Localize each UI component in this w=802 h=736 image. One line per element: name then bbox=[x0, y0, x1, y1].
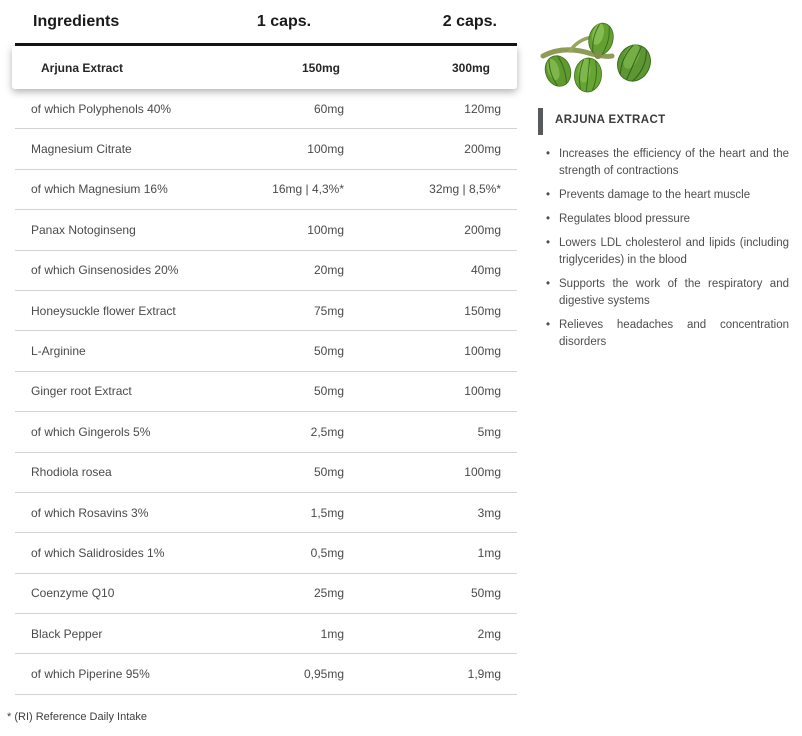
ingredient-name: Coenzyme Q10 bbox=[31, 586, 115, 601]
highlight-row-arjuna-extract: Arjuna Extract 150mg 300mg bbox=[12, 46, 517, 89]
table-row: of which Gingerols 5% 2,5mg 5mg bbox=[15, 412, 517, 453]
panel-heading-row: ARJUNA EXTRACT bbox=[538, 108, 790, 135]
benefit-item: Increases the efficiency of the heart an… bbox=[546, 146, 789, 180]
table-row: of which Salidrosides 1% 0,5mg 1mg bbox=[15, 533, 517, 574]
amount-2caps: 50mg bbox=[470, 586, 501, 601]
amount-2caps: 150mg bbox=[464, 303, 501, 318]
ingredient-name: of which Magnesium 16% bbox=[31, 182, 168, 197]
benefit-item: Supports the work of the respiratory and… bbox=[546, 276, 789, 310]
amount-1caps: 1mg bbox=[320, 626, 344, 641]
table-row: of which Ginsenosides 20% 20mg 40mg bbox=[15, 251, 517, 291]
arjuna-fruit bbox=[544, 55, 572, 87]
header-2caps: 2 caps. bbox=[442, 12, 497, 30]
amount-1caps: 100mg bbox=[307, 142, 344, 157]
ingredient-name: Honeysuckle flower Extract bbox=[31, 303, 176, 318]
amount-1caps: 1,5mg bbox=[310, 505, 344, 520]
benefit-item: Relieves headaches and concentration dis… bbox=[546, 317, 789, 351]
ingredient-name: Panax Notoginseng bbox=[31, 222, 136, 237]
arjuna-fruit bbox=[574, 57, 602, 93]
twig-knot bbox=[594, 51, 602, 59]
table-rows: of which Polyphenols 40% 60mg 120mg Magn… bbox=[15, 89, 517, 695]
table-row: of which Polyphenols 40% 60mg 120mg bbox=[15, 89, 517, 130]
amount-1caps: 20mg bbox=[313, 263, 344, 278]
ingredient-name: Rhodiola rosea bbox=[31, 465, 112, 480]
amount-2caps: 1,9mg bbox=[467, 667, 501, 682]
amount-1caps: 50mg bbox=[313, 465, 344, 480]
ingredient-name: Black Pepper bbox=[31, 626, 103, 641]
arjuna-fruit bbox=[588, 22, 614, 56]
table-row: Panax Notoginseng 100mg 200mg bbox=[15, 210, 517, 251]
ingredient-name: of which Polyphenols 40% bbox=[31, 101, 172, 116]
amount-2caps: 200mg bbox=[464, 142, 501, 157]
benefit-item: Regulates blood pressure bbox=[546, 211, 789, 228]
amount-1caps: 0,95mg bbox=[303, 667, 344, 682]
table-row: Rhodiola rosea 50mg 100mg bbox=[15, 453, 517, 493]
ingredient-name: Magnesium Citrate bbox=[31, 142, 132, 157]
ingredients-table: Ingredients 1 caps. 2 caps. Arjuna Extra… bbox=[7, 0, 517, 723]
benefits-list: Increases the efficiency of the heart an… bbox=[546, 146, 789, 351]
arjuna-info-panel: ARJUNA EXTRACT Increases the efficiency … bbox=[538, 0, 790, 358]
header-1caps: 1 caps. bbox=[256, 12, 312, 30]
arjuna-fruit bbox=[617, 44, 651, 82]
benefit-item: Prevents damage to the heart muscle bbox=[546, 187, 789, 204]
amount-2caps: 100mg bbox=[464, 384, 501, 399]
amount-2caps: 200mg bbox=[464, 222, 501, 237]
amount-2caps: 3mg bbox=[477, 505, 501, 520]
amount-1caps: 50mg bbox=[313, 344, 344, 359]
table-row: of which Piperine 95% 0,95mg 1,9mg bbox=[15, 654, 517, 695]
panel-heading: ARJUNA EXTRACT bbox=[555, 114, 666, 126]
amount-1caps: 60mg bbox=[313, 101, 344, 116]
table-row: Magnesium Citrate 100mg 200mg bbox=[15, 129, 517, 170]
amount-1caps: 0,5mg bbox=[310, 545, 344, 560]
table-row: L-Arginine 50mg 100mg bbox=[15, 331, 517, 372]
amount-2caps: 1mg bbox=[477, 545, 501, 560]
table-row: Honeysuckle flower Extract 75mg 150mg bbox=[15, 291, 517, 332]
table-header: Ingredients 1 caps. 2 caps. bbox=[15, 0, 517, 43]
amount-1caps: 100mg bbox=[307, 222, 344, 237]
amount-1caps: 75mg bbox=[313, 303, 344, 318]
ingredient-name: Ginger root Extract bbox=[31, 384, 132, 399]
amount-1caps: 16mg | 4,3%* bbox=[272, 182, 344, 197]
amount-1caps: 25mg bbox=[313, 586, 344, 601]
header-ingredients: Ingredients bbox=[33, 12, 120, 30]
table-row: Black Pepper 1mg 2mg bbox=[15, 614, 517, 655]
amount-2caps: 40mg bbox=[470, 263, 501, 278]
amount-2caps: 300mg bbox=[451, 60, 490, 75]
header-divider bbox=[15, 43, 517, 46]
amount-2caps: 32mg | 8,5%* bbox=[429, 182, 501, 197]
amount-2caps: 5mg bbox=[477, 424, 501, 439]
ingredient-name: L-Arginine bbox=[31, 344, 86, 359]
amount-2caps: 120mg bbox=[464, 101, 501, 116]
amount-2caps: 100mg bbox=[464, 344, 501, 359]
table-row: of which Rosavins 3% 1,5mg 3mg bbox=[15, 493, 517, 534]
twig bbox=[540, 47, 615, 59]
table-row: Coenzyme Q10 25mg 50mg bbox=[15, 574, 517, 615]
ingredient-name: Arjuna Extract bbox=[41, 60, 124, 75]
table-row: Ginger root Extract 50mg 100mg bbox=[15, 372, 517, 413]
amount-1caps: 2,5mg bbox=[310, 424, 344, 439]
heading-accent-bar bbox=[538, 108, 543, 135]
amount-2caps: 2mg bbox=[477, 626, 501, 641]
amount-2caps: 100mg bbox=[464, 465, 501, 480]
footnote: * (RI) Reference Daily Intake bbox=[7, 710, 147, 723]
ingredient-name: of which Salidrosides 1% bbox=[31, 545, 165, 560]
amount-1caps: 50mg bbox=[313, 384, 344, 399]
amount-1caps: 150mg bbox=[301, 60, 340, 75]
arjuna-fruits-image bbox=[540, 22, 651, 93]
benefit-item: Lowers LDL cholesterol and lipids (inclu… bbox=[546, 235, 789, 269]
ingredient-name: of which Gingerols 5% bbox=[31, 424, 151, 439]
table-row: of which Magnesium 16% 16mg | 4,3%* 32mg… bbox=[15, 170, 517, 211]
ingredient-name: of which Ginsenosides 20% bbox=[31, 263, 179, 278]
ingredient-name: of which Rosavins 3% bbox=[31, 505, 149, 520]
ingredient-name: of which Piperine 95% bbox=[31, 667, 150, 682]
